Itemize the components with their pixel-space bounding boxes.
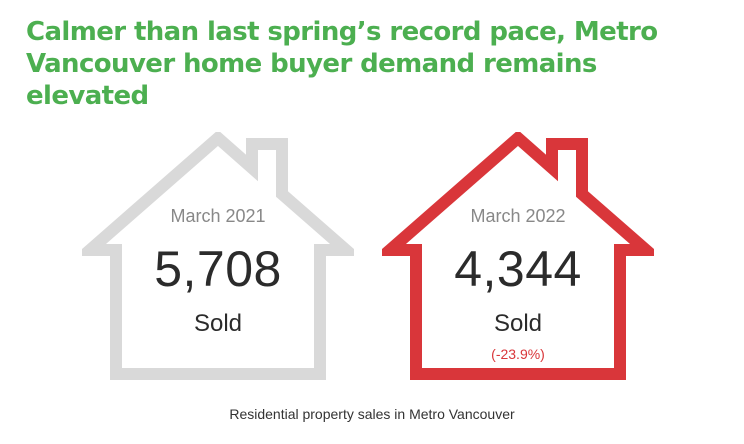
caption: Residential property sales in Metro Vanc… bbox=[229, 406, 515, 422]
house-march-2021: March 2021 5,708 Sold bbox=[82, 132, 354, 380]
period-label: March 2022 bbox=[470, 206, 566, 226]
period-label: March 2021 bbox=[170, 206, 266, 226]
headline: Calmer than last spring’s record pace, M… bbox=[26, 17, 658, 111]
sales-count: 5,708 bbox=[154, 241, 282, 297]
house-outline-icon bbox=[82, 132, 354, 380]
house-march-2022: March 2022 4,344 Sold (-23.9%) bbox=[382, 132, 654, 380]
metric-label: Sold bbox=[193, 310, 243, 337]
house-outline-icon bbox=[382, 132, 654, 380]
change-percent: (-23.9%) bbox=[491, 346, 545, 362]
metric-label: Sold bbox=[493, 310, 543, 337]
sales-count: 4,344 bbox=[454, 241, 582, 297]
